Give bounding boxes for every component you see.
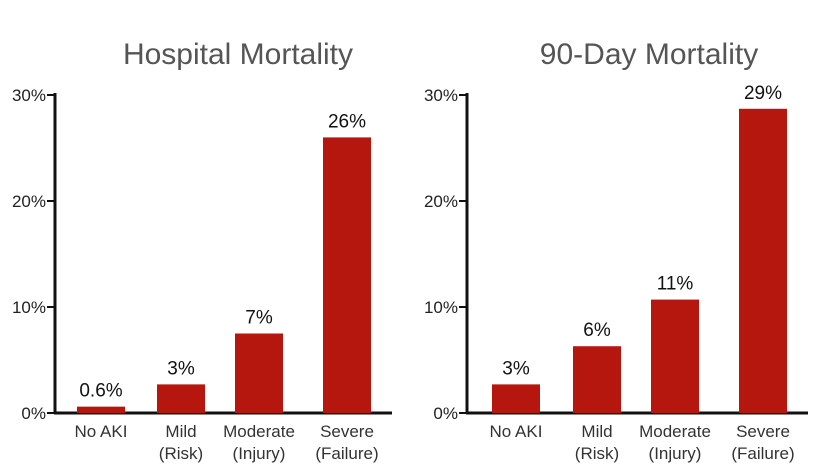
category-label: (Injury) [233,444,286,463]
hospital-mortality-chart: Hospital Mortality 0% 10% 20% 30% 0.6% No AKI 3… [12,38,392,463]
90-day-mortality-chart: 90-Day Mortality 0% 10% 20% 30% 3% No AKI 6% Mil… [424,38,808,463]
bar [77,406,125,413]
chart-title: 90-Day Mortality [540,38,758,71]
y-tick-label: 20% [12,192,46,211]
y-tick-label: 30% [12,86,46,105]
y-tick-label: 10% [424,298,458,317]
chart-title: Hospital Mortality [123,38,353,71]
bar [235,333,283,413]
category-label: Mild [581,422,612,441]
data-label: 0.6% [79,381,122,402]
category-label: Mild [165,422,196,441]
data-label: 29% [744,83,782,104]
category-label: (Failure) [731,444,794,463]
data-label: 3% [167,358,195,379]
data-label: 3% [502,358,530,379]
data-label: 11% [657,274,694,295]
data-label: 26% [328,111,366,132]
bar [739,108,787,413]
category-label: Moderate [639,422,711,441]
category-label: Severe [320,422,374,441]
bar [573,346,621,413]
bar [157,384,205,413]
bar [323,137,371,413]
y-tick-label: 0% [21,404,46,423]
category-label: Moderate [223,422,295,441]
bar [651,299,699,413]
category-label: (Risk) [575,444,619,463]
y-tick-label: 30% [424,86,458,105]
y-tick-label: 10% [12,298,46,317]
category-label: (Risk) [159,444,203,463]
category-label: No AKI [490,422,543,441]
category-label: No AKI [75,422,128,441]
data-label: 7% [245,308,273,329]
bar [492,384,540,413]
y-tick-label: 20% [424,192,458,211]
category-label: (Injury) [649,444,702,463]
y-tick-label: 0% [433,404,458,423]
category-label: (Failure) [315,444,378,463]
data-label: 6% [583,320,611,341]
category-label: Severe [736,422,790,441]
